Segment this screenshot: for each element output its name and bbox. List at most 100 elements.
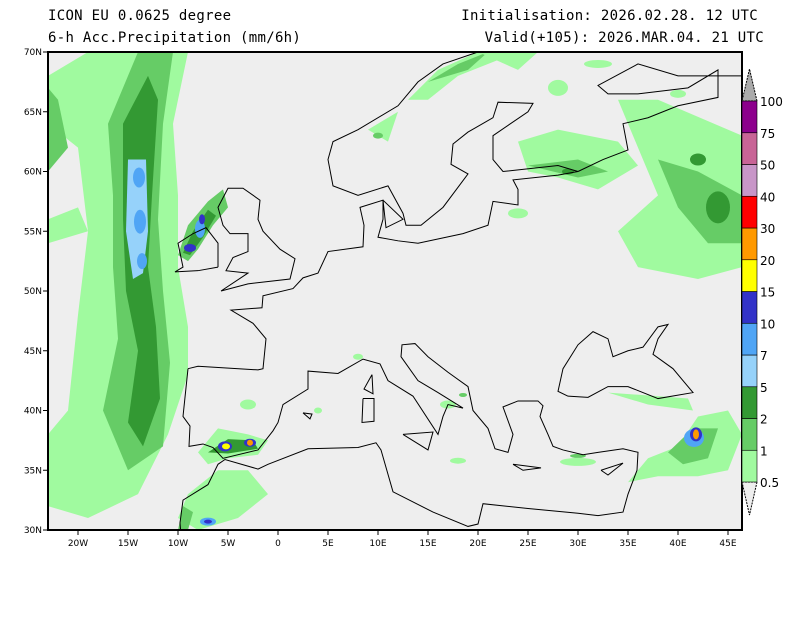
precip-cell: [133, 167, 145, 188]
lon-tick-label: 5E: [322, 539, 334, 549]
legend-label: 20: [760, 254, 775, 268]
coastline: [512, 463, 542, 471]
lon-tick-label: 5W: [221, 539, 236, 549]
precip-cell: [134, 209, 146, 234]
lat-tick-label: 45N: [24, 347, 42, 357]
lat-tick-label: 60N: [24, 168, 42, 178]
lat-tick-label: 35N: [24, 466, 42, 476]
coastline: [174, 227, 219, 273]
precip-cell: [195, 219, 205, 238]
lon-tick-label: 20W: [68, 539, 88, 549]
legend-swatch: [741, 386, 758, 419]
lon-tick-label: 40E: [669, 539, 686, 549]
precip-cell: [137, 253, 147, 270]
coastline: [382, 199, 404, 229]
axis-ticks: 20W 15W 10W 5W 0 5E 10E 15E 20E 25E 30E 35E 40E 45E 30…: [24, 48, 737, 549]
lon-tick-label: 10W: [168, 539, 188, 549]
legend-swatch: [741, 418, 758, 451]
legend-swatch: [741, 291, 758, 324]
valid-time: Valid(+105): 2026.MAR.04. 21 UTC: [484, 30, 764, 46]
lat-tick-label: 50N: [24, 287, 42, 297]
legend-label: 100: [760, 95, 783, 109]
coastline: [179, 343, 639, 530]
precip-area: [408, 52, 518, 100]
lat-tick-label: 30N: [24, 526, 42, 536]
lat-tick-label: 55N: [24, 227, 42, 237]
coastline: [600, 462, 624, 476]
color-legend: 0.5 1 2 5 7 10 15 20 30 40 50 75 100: [741, 68, 783, 516]
legend-swatch: [741, 227, 758, 261]
precip-cell: [222, 443, 230, 450]
precip-cell: [204, 519, 212, 524]
coastline: [363, 374, 374, 395]
lon-tick-label: 20E: [469, 539, 486, 549]
legend-label: 0.5: [760, 476, 779, 490]
legend-label: 30: [760, 222, 775, 236]
lon-tick-label: 25E: [519, 539, 536, 549]
precip-cell: [450, 457, 466, 464]
legend-swatch: [741, 100, 758, 134]
lat-tick-label: 40N: [24, 407, 42, 417]
coastline: [557, 323, 694, 400]
precip-cell: [693, 429, 699, 440]
coastline: [187, 52, 579, 371]
legend-under-triangle: [741, 481, 758, 516]
legend-swatch: [741, 164, 758, 197]
legend-label: 1: [760, 444, 768, 458]
legend-label: 10: [760, 317, 775, 331]
lon-tick-label: 0: [275, 539, 281, 549]
precip-cell: [690, 153, 706, 166]
legend-label: 5: [760, 381, 768, 395]
precipitation-field: [48, 52, 742, 530]
lon-tick-label: 45E: [719, 539, 736, 549]
precip-area: [428, 52, 488, 82]
model-title: ICON EU 0.0625 degree: [48, 8, 232, 24]
precip-cell: [247, 439, 253, 446]
legend-label: 15: [760, 286, 775, 300]
coastlines: [174, 52, 742, 530]
precip-cell: [670, 89, 686, 98]
precip-cell: [560, 457, 596, 466]
precip-area: [48, 207, 88, 244]
coastline: [302, 412, 313, 420]
legend-swatch: [741, 449, 758, 483]
legend-over-triangle: [741, 68, 758, 102]
legend-swatch: [741, 195, 758, 229]
coastline: [402, 431, 434, 451]
precip-cell: [548, 79, 568, 96]
legend-swatch: [741, 132, 758, 165]
lon-tick-label: 35E: [619, 539, 636, 549]
precip-area: [478, 52, 538, 70]
legend-label: 2: [760, 413, 768, 427]
lon-tick-label: 15E: [419, 539, 436, 549]
field-title: 6-h Acc.Precipitation (mm/6h): [48, 30, 302, 46]
precip-cell: [184, 243, 196, 252]
precip-cell: [459, 392, 467, 397]
legend-label: 75: [760, 127, 775, 141]
coastline: [577, 63, 742, 172]
legend-label: 7: [760, 349, 768, 363]
lon-tick-label: 15W: [118, 539, 138, 549]
legend-label: 40: [760, 190, 775, 204]
lon-tick-label: 10E: [369, 539, 386, 549]
precip-cell: [199, 214, 205, 225]
precip-area: [178, 470, 268, 530]
initialisation-time: Initialisation: 2026.02.28. 12 UTC: [461, 8, 758, 24]
legend-label: 50: [760, 159, 775, 173]
precip-cell: [584, 59, 612, 68]
legend-swatch: [741, 322, 758, 356]
coastline: [361, 398, 375, 424]
precip-cell: [373, 132, 383, 139]
precip-cell: [314, 407, 322, 414]
precip-cell: [706, 191, 730, 224]
precip-area: [48, 87, 68, 172]
legend-swatch: [741, 354, 758, 388]
lat-tick-label: 70N: [24, 48, 42, 58]
legend-swatch: [741, 259, 758, 292]
precip-cell: [508, 208, 528, 219]
lat-tick-label: 65N: [24, 108, 42, 118]
coastline: [217, 187, 296, 292]
lon-tick-label: 30E: [569, 539, 586, 549]
precip-cell: [353, 353, 363, 360]
